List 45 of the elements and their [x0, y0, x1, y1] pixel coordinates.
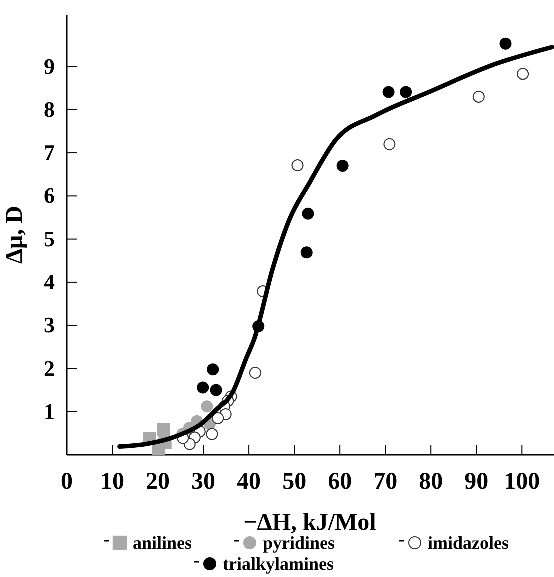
x-tick-label: 80: [419, 469, 444, 496]
legend-label: imidazoles: [428, 533, 509, 553]
point: [500, 38, 512, 50]
y-tick-label: 9: [44, 54, 55, 79]
x-tick-label: 0: [61, 469, 73, 496]
x-tick-label: 70: [374, 469, 398, 496]
x-tick-label: 40: [237, 469, 262, 496]
point: [336, 160, 349, 172]
y-tick-label: 1: [44, 398, 55, 424]
point: [212, 412, 224, 424]
y-tick-label: 5: [44, 226, 55, 252]
legend-label: pyridines: [263, 533, 336, 553]
x-tick-label: 50: [282, 469, 307, 496]
x-tick-label: 60: [328, 469, 352, 496]
point: [382, 86, 395, 98]
point: [207, 364, 220, 376]
point: [197, 382, 210, 394]
point: [201, 400, 214, 413]
point: [210, 384, 222, 396]
y-tick-label: 3: [44, 312, 55, 338]
point: [384, 138, 396, 150]
point: [400, 86, 412, 98]
y-tick-label: 2: [44, 356, 55, 381]
line-series: [118, 45, 554, 450]
x-tick-label: 20: [146, 469, 170, 496]
point: [517, 68, 530, 80]
legend-label: trialkylamines: [223, 554, 334, 574]
point: [300, 246, 313, 259]
x-axis-title: −ΔH, kJ/Mol: [244, 510, 377, 536]
point: [302, 208, 314, 220]
y-tick-label: 8: [44, 96, 55, 122]
y-tick-label: 7: [44, 140, 55, 166]
point: [206, 428, 218, 440]
y-tick-label: 6: [44, 183, 55, 208]
y-axis-title: Δμ, D: [2, 206, 28, 264]
point: [157, 423, 170, 437]
x-tick-label: 100: [504, 469, 540, 496]
point: [249, 367, 262, 380]
x-tick-label: 10: [100, 469, 125, 496]
x-tick-label: 30: [192, 469, 216, 496]
y-tick-label: 4: [44, 269, 55, 294]
point: [472, 90, 485, 103]
x-tick-label: 90: [464, 469, 489, 496]
legend-label: anilines: [133, 533, 192, 553]
point: [292, 160, 304, 172]
